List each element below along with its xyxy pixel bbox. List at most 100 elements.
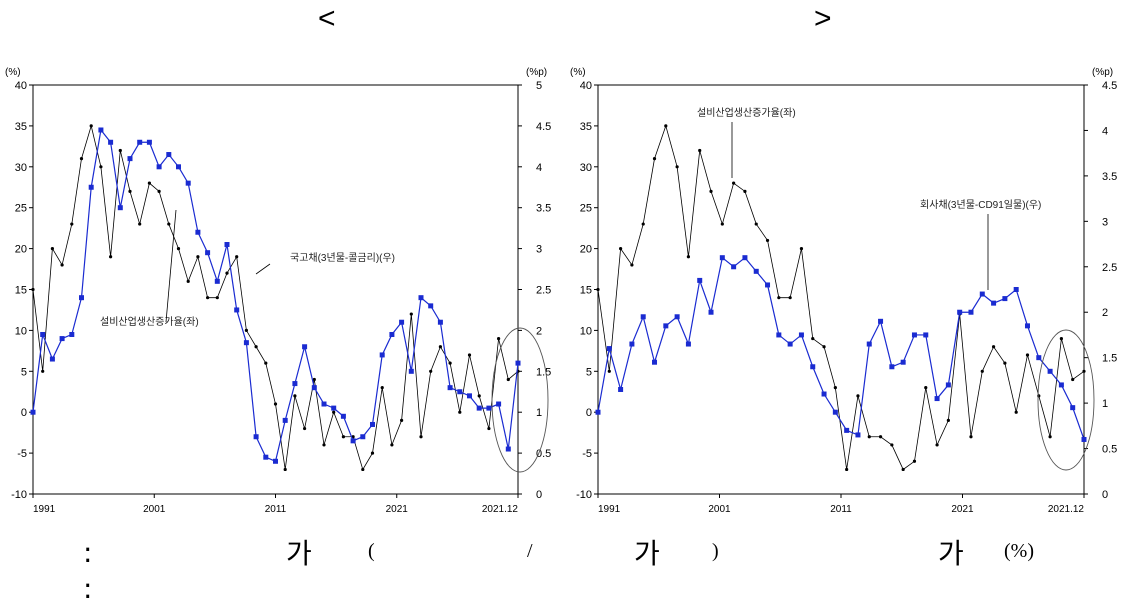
y-right-tick-label: 2.5 xyxy=(1102,262,1117,274)
series-point-1 xyxy=(235,255,239,259)
series-point-2 xyxy=(957,309,963,315)
series-point-2 xyxy=(934,396,940,402)
series-point-1 xyxy=(1014,410,1018,414)
y-right-tick-label: 1.5 xyxy=(1102,353,1117,365)
series-point-2 xyxy=(476,405,482,411)
series-point-1 xyxy=(890,443,894,447)
caption-slash: / xyxy=(527,540,533,562)
y-left-tick-label: 5 xyxy=(21,366,27,378)
series-point-2 xyxy=(697,277,703,283)
series-point-1 xyxy=(969,435,973,439)
series-point-1 xyxy=(196,255,200,259)
series-point-2 xyxy=(340,413,346,419)
x-tick-label: 2011 xyxy=(265,504,287,515)
y-left-tick-label: 40 xyxy=(580,80,592,92)
series-point-2 xyxy=(399,319,405,325)
series-point-2 xyxy=(708,309,714,315)
y-left-tick-label: 15 xyxy=(15,285,27,297)
series-point-2 xyxy=(991,300,997,306)
annotation-label: 설비산업생산증가율(좌) xyxy=(697,106,796,119)
y-right-tick-label: 2 xyxy=(1102,307,1108,319)
y-left-tick-label: 10 xyxy=(580,325,592,337)
y-right-tick-label: 4 xyxy=(536,162,542,174)
series-point-1 xyxy=(912,459,917,463)
series-point-2 xyxy=(234,307,240,313)
highlight-ellipse xyxy=(1037,329,1095,471)
series-point-1 xyxy=(312,377,316,382)
series-point-1 xyxy=(596,287,600,292)
series-point-2 xyxy=(866,341,872,347)
series-point-1 xyxy=(652,157,657,161)
series-point-2 xyxy=(263,454,269,460)
series-point-2 xyxy=(282,417,288,423)
series-point-2 xyxy=(176,164,181,170)
series-point-1 xyxy=(619,247,623,251)
y-left-tick-label: 35 xyxy=(580,121,592,133)
series-point-1 xyxy=(157,189,161,193)
series-point-2 xyxy=(379,352,385,358)
series-point-1 xyxy=(856,394,860,398)
series-point-2 xyxy=(292,381,298,387)
series-point-1 xyxy=(497,336,501,341)
caption-open-paren: ( xyxy=(368,540,375,562)
series-point-1 xyxy=(878,435,883,439)
y-left-tick-label: 0 xyxy=(21,407,27,419)
x-tick-label: 1991 xyxy=(33,504,56,515)
series-point-2 xyxy=(311,385,317,391)
series-point-2 xyxy=(685,341,691,347)
caption-ga-3: 가 xyxy=(938,537,964,570)
y-right-tick-label: 0 xyxy=(1102,489,1108,501)
series-point-1 xyxy=(273,402,278,406)
series-point-2 xyxy=(457,389,463,395)
y-right-tick-label: 1 xyxy=(536,407,542,419)
annotation-label: 설비산업생산증가율(좌) xyxy=(100,315,199,328)
series-point-2 xyxy=(331,405,337,411)
series-point-2 xyxy=(88,184,94,190)
series-point-1 xyxy=(675,165,679,169)
series-point-1 xyxy=(254,345,258,349)
caption-ga-1: 가 xyxy=(286,537,312,570)
series-point-2 xyxy=(30,409,36,415)
chart-panel-2: 40 35 30 25 20 15 10 5 0 -5 -10 4.5 4 3.5 3 2.5 2 1.5 1 0.5… xyxy=(570,67,1117,515)
series-point-2 xyxy=(59,336,65,342)
series-point-2 xyxy=(855,432,861,438)
series-point-1 xyxy=(293,394,297,398)
series-point-2 xyxy=(273,458,278,464)
series-point-1 xyxy=(980,369,984,373)
series-point-2 xyxy=(640,314,646,320)
series-point-2 xyxy=(437,319,443,325)
y-left-tick-label: 10 xyxy=(15,325,27,337)
series-point-2 xyxy=(979,291,985,297)
series-point-2 xyxy=(618,386,624,392)
y-left-tick-label: 40 xyxy=(15,80,27,92)
y-right-tick-label: 3.5 xyxy=(536,203,551,215)
series-point-1 xyxy=(448,361,452,365)
series-point-1 xyxy=(89,124,93,128)
y-right-tick-label: 4 xyxy=(1102,125,1108,137)
caption-colon-1: : xyxy=(83,536,93,569)
series-point-2 xyxy=(652,359,658,365)
series-point-1 xyxy=(709,189,713,193)
y-left-tick-label: 20 xyxy=(580,244,592,256)
series-point-1 xyxy=(720,222,724,226)
series-point-2 xyxy=(117,205,123,211)
series-point-1 xyxy=(467,353,472,357)
y-right-tick-label: 4.5 xyxy=(1102,80,1117,92)
y-right-tick-label: 3 xyxy=(1102,216,1108,228)
series-point-2 xyxy=(1024,323,1030,329)
series-point-1 xyxy=(322,443,326,447)
y-right-tick-label: 3.5 xyxy=(1102,171,1117,183)
series-point-2 xyxy=(765,282,771,288)
series-point-1 xyxy=(70,222,74,226)
series-point-2 xyxy=(832,409,838,415)
series-point-1 xyxy=(777,296,781,300)
series-point-1 xyxy=(811,336,815,341)
series-point-1 xyxy=(901,467,905,472)
series-point-1 xyxy=(244,328,248,332)
series-point-1 xyxy=(41,369,45,373)
series-point-2 xyxy=(243,340,249,346)
series-point-1 xyxy=(1048,435,1052,439)
series-point-2 xyxy=(496,401,502,407)
x-tick-label: 2001 xyxy=(143,504,166,515)
series-point-1 xyxy=(833,386,837,390)
